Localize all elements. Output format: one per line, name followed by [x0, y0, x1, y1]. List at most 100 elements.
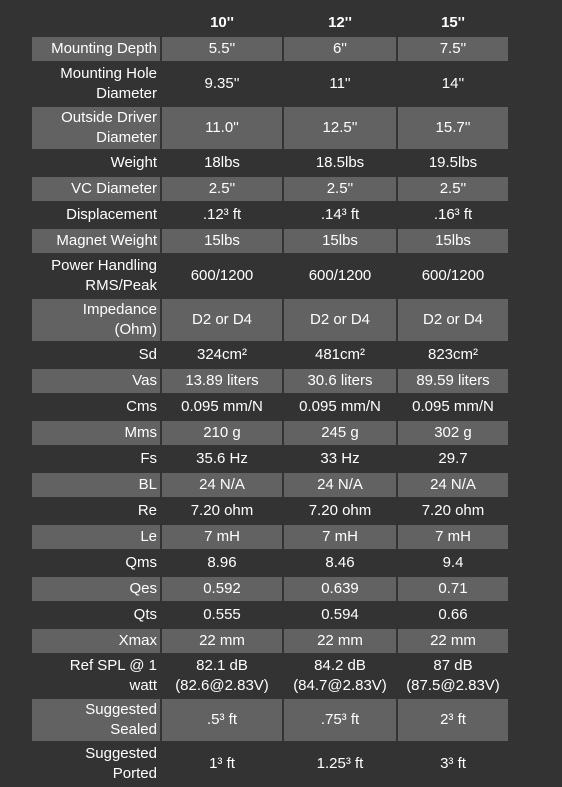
spec-value: 24 N/A [284, 473, 396, 497]
spec-value: 0.639 [284, 577, 396, 601]
spec-row: Ref SPL @ 1 watt 82.1 dB (82.6@2.83V) 84.2 d… [32, 655, 508, 697]
spec-value: 7 mH [284, 525, 396, 549]
row-label: Re [137, 502, 157, 519]
spec-value: 22 mm [162, 629, 282, 653]
spec-value: 2.5'' [284, 177, 396, 201]
spec-value: 12.5'' [284, 107, 396, 149]
spec-value: 29.7 [438, 450, 468, 467]
spec-value: 8.46 [325, 554, 355, 571]
spec-value: 24 N/A [398, 473, 508, 497]
spec-value: .16³ ft [433, 206, 473, 223]
spec-value: 24 N/A [162, 473, 282, 497]
spec-value: 481cm² [314, 346, 366, 363]
spec-value: 2.5'' [398, 177, 508, 201]
spec-value: 33 Hz [320, 450, 360, 467]
spec-row: Sd 324cm² 481cm² 823cm² [32, 343, 508, 367]
row-label: VC Diameter [32, 177, 160, 201]
spec-value: .5³ ft [162, 699, 282, 741]
spec-value: 14'' [441, 75, 465, 92]
cell-line: (84.7@2.83V) [293, 677, 387, 694]
spec-value: 22 mm [284, 629, 396, 653]
spec-row: Mounting Hole Diameter 9.35'' 11'' 14'' [32, 63, 508, 105]
spec-value: 7.5'' [398, 37, 508, 61]
row-label: Qms [125, 554, 157, 571]
row-label: Weight [110, 154, 157, 171]
spec-value: 15lbs [162, 229, 282, 253]
cell-line: (82.6@2.83V) [175, 677, 269, 694]
spec-value: 15lbs [284, 229, 396, 253]
spec-value: 324cm² [196, 346, 248, 363]
spec-value: 22 mm [398, 629, 508, 653]
row-label: Outside Driver Diameter [32, 107, 160, 149]
row-label: Fs [140, 450, 157, 467]
spec-row: BL 24 N/A 24 N/A 24 N/A [32, 473, 508, 497]
spec-row: Magnet Weight 15lbs 15lbs 15lbs [32, 229, 508, 253]
spec-value: 7 mH [398, 525, 508, 549]
column-header: 12'' [328, 14, 352, 31]
spec-row: Mounting Depth 5.5'' 6'' 7.5'' [32, 37, 508, 61]
row-label: BL [32, 473, 160, 497]
spec-value: 18lbs [204, 154, 240, 171]
spec-row: Qts 0.555 0.594 0.66 [32, 603, 508, 627]
spec-value: 600/1200 [190, 267, 254, 284]
spec-row: Qes 0.592 0.639 0.71 [32, 577, 508, 601]
cell-line: 84.2 dB [314, 657, 366, 674]
spec-value: 0.66 [438, 606, 468, 623]
row-label: Vas [32, 369, 160, 393]
spec-value: 15.7'' [398, 107, 508, 149]
spec-row: Re 7.20 ohm 7.20 ohm 7.20 ohm [32, 499, 508, 523]
spec-row: Fs 35.6 Hz 33 Hz 29.7 [32, 447, 508, 471]
spec-row: Qms 8.96 8.46 9.4 [32, 551, 508, 575]
spec-value: 0.71 [398, 577, 508, 601]
spec-value: .12³ ft [202, 206, 242, 223]
row-label: Displacement [66, 206, 157, 223]
row-label: Ref SPL @ 1 watt [32, 655, 160, 697]
spec-value: 0.555 [203, 606, 241, 623]
cell-line: Power Handling [51, 257, 157, 274]
cell-line: 87 dB [433, 657, 473, 674]
spec-value: 15lbs [398, 229, 508, 253]
row-label: Cms [126, 398, 157, 415]
spec-value: 7.20 ohm [421, 502, 485, 519]
spec-value: 13.89 liters [162, 369, 282, 393]
spec-value: 1.25³ ft [316, 755, 364, 772]
spec-value: 0.592 [162, 577, 282, 601]
spec-value: 19.5lbs [428, 154, 478, 171]
table-body: Mounting Depth 5.5'' 6'' 7.5'' Mounting Hole… [32, 37, 508, 785]
spec-table: 10'' 12'' 15'' Mounting Depth 5.5'' 6'' 7.5… [30, 9, 510, 787]
cell-line: RMS/Peak [85, 277, 157, 294]
spec-row: Vas 13.89 liters 30.6 liters 89.59 liters [32, 369, 508, 393]
cell-line: watt [129, 677, 157, 694]
spec-value: D2 or D4 [162, 299, 282, 341]
cell-line: Suggested [85, 745, 157, 762]
spec-value: 89.59 liters [398, 369, 508, 393]
spec-row: Cms 0.095 mm/N 0.095 mm/N 0.095 mm/N [32, 395, 508, 419]
header-row: 10'' 12'' 15'' [32, 11, 508, 35]
column-header: 10'' [210, 14, 234, 31]
row-label: Qts [133, 606, 157, 623]
spec-value: 0.594 [321, 606, 359, 623]
spec-row: Xmax 22 mm 22 mm 22 mm [32, 629, 508, 653]
cell-line: (87.5@2.83V) [406, 677, 500, 694]
spec-row: Outside Driver Diameter 11.0'' 12.5'' 15.7'' [32, 107, 508, 149]
cell-line: Ported [112, 765, 157, 782]
spec-value: 600/1200 [308, 267, 372, 284]
cell-line: Diameter [96, 129, 157, 146]
row-label: Le [32, 525, 160, 549]
spec-value: 0.095 mm/N [181, 398, 263, 415]
spec-value: 30.6 liters [284, 369, 396, 393]
spec-value: 6'' [284, 37, 396, 61]
spec-value: 8.96 [207, 554, 237, 571]
spec-value: 9.4 [442, 554, 464, 571]
spec-value: 0.095 mm/N [412, 398, 494, 415]
spec-value: .14³ ft [320, 206, 360, 223]
row-label: Impedance (Ohm) [32, 299, 160, 341]
row-label: Xmax [32, 629, 160, 653]
spec-value: 9.35'' [204, 75, 240, 92]
spec-row: Weight 18lbs 18.5lbs 19.5lbs [32, 151, 508, 175]
cell-line: Sealed [110, 721, 157, 738]
row-label: Power Handling RMS/Peak [32, 255, 160, 297]
spec-value: 35.6 Hz [196, 450, 248, 467]
spec-row: Displacement .12³ ft .14³ ft .16³ ft [32, 203, 508, 227]
